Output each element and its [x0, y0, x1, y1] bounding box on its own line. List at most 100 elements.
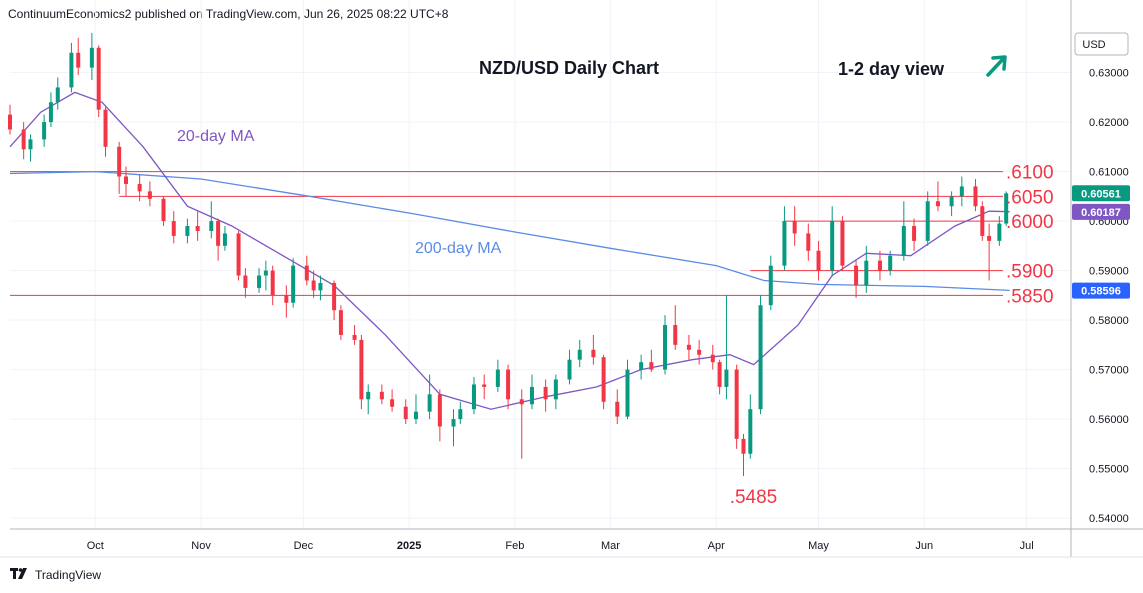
- level-label: .5850: [1006, 286, 1054, 307]
- candle-body: [519, 399, 524, 405]
- candle-body: [615, 401, 620, 417]
- currency-box: [1074, 32, 1129, 56]
- candle-body: [864, 260, 869, 286]
- price-tick-label: 0.59000: [1089, 266, 1129, 278]
- candle-body: [257, 275, 262, 288]
- candle-body: [482, 384, 487, 387]
- candle-body: [625, 369, 630, 417]
- candle-body: [901, 226, 906, 256]
- candle-body: [710, 354, 715, 363]
- candle-body: [284, 295, 289, 303]
- candle-body: [332, 282, 337, 311]
- candle-body: [103, 109, 108, 147]
- candle-body: [379, 391, 384, 400]
- candle-body: [816, 250, 821, 271]
- price-tag: [1072, 203, 1130, 220]
- candle-body: [686, 344, 691, 350]
- candle-body: [734, 369, 739, 439]
- footer: TradingView: [10, 567, 101, 582]
- candle-body: [973, 186, 978, 207]
- candle-body: [209, 221, 214, 231]
- candle-body: [195, 226, 200, 231]
- candle-body: [980, 206, 985, 236]
- chart-labels: NZD/USD Daily Chart 1-2 day view 20-day MA…: [177, 55, 1007, 508]
- currency-label: USD: [1082, 39, 1105, 51]
- candle-body: [96, 47, 101, 110]
- candle-body: [987, 235, 992, 241]
- ma20-label: 20-day MA: [177, 128, 255, 145]
- ma200-line: [9, 170, 1010, 292]
- chart-subtitle: 1-2 day view: [838, 59, 945, 79]
- price-tag-label: 0.60187: [1081, 207, 1121, 219]
- candle-body: [222, 233, 227, 246]
- time-tick-label: Apr: [708, 540, 725, 552]
- price-tag: [1072, 185, 1130, 202]
- candle-body: [877, 260, 882, 271]
- candle-body: [830, 221, 835, 271]
- horizontal-levels: .6100 .6050 .6000 .5900 .5850: [10, 163, 1054, 307]
- level-label: .6050: [1006, 187, 1054, 208]
- time-tick-label: Mar: [601, 540, 620, 552]
- price-tag: [1072, 282, 1130, 299]
- candle-body: [840, 221, 845, 266]
- candle-body: [506, 369, 511, 400]
- candle-body: [591, 349, 596, 358]
- time-tick-label: Dec: [294, 540, 314, 552]
- price-tag-label: 0.58596: [1081, 286, 1121, 298]
- candle-body: [304, 265, 309, 281]
- publisher-header: ContinuumEconomics2 published on Trading…: [8, 7, 449, 21]
- candle-body: [48, 102, 53, 123]
- candle-body: [673, 325, 678, 345]
- time-tick-label: Nov: [191, 540, 211, 552]
- candle-body: [171, 221, 176, 236]
- candle-body: [935, 201, 940, 207]
- candle-body: [291, 265, 296, 303]
- candle-body: [543, 386, 548, 400]
- price-tag-label: 0.60561: [1081, 188, 1121, 200]
- candle-body: [89, 47, 94, 68]
- candle-body: [888, 255, 893, 271]
- time-tick-label: 2025: [397, 540, 421, 552]
- arrow-shaft: [986, 56, 1006, 77]
- candle-body: [123, 176, 128, 184]
- candle-body: [663, 325, 668, 370]
- candle-body: [806, 233, 811, 251]
- candle-body: [529, 386, 534, 405]
- candle-body: [338, 310, 343, 335]
- candle-body: [471, 384, 476, 410]
- candle-body: [270, 270, 275, 296]
- time-tick-label: Jul: [1020, 540, 1034, 552]
- chart-title: NZD/USD Daily Chart: [479, 58, 659, 78]
- candle-body: [758, 305, 763, 410]
- candle-body: [649, 362, 654, 370]
- price-tick-label: 0.63000: [1089, 68, 1129, 80]
- candle-body: [925, 201, 930, 241]
- candle-body: [782, 221, 787, 266]
- tradingview-logo-icon[interactable]: [10, 567, 30, 582]
- candle-body: [243, 275, 248, 288]
- candle-body: [28, 139, 33, 150]
- price-tick-label: 0.55000: [1089, 464, 1129, 476]
- tradingview-brand[interactable]: TradingView: [35, 567, 102, 582]
- candle-body: [21, 129, 26, 150]
- candle-body: [366, 391, 371, 400]
- candle-body: [639, 362, 644, 370]
- price-tick-label: 0.61000: [1089, 167, 1129, 179]
- candle-body: [792, 221, 797, 234]
- candle-body: [236, 233, 241, 276]
- arrow-up-right-icon: [986, 55, 1007, 77]
- candle-body: [854, 265, 859, 286]
- time-tick-label: Oct: [87, 540, 104, 552]
- candle-body: [495, 369, 500, 387]
- candle-body: [352, 334, 357, 340]
- candle-body: [318, 282, 323, 291]
- candle-body: [8, 114, 12, 130]
- candle-body: [117, 146, 122, 177]
- candle-body: [216, 221, 221, 246]
- price-tick-label: 0.56000: [1089, 414, 1129, 426]
- candle-body: [577, 349, 582, 360]
- candle-body: [403, 406, 408, 420]
- candle-body: [1004, 193, 1009, 224]
- low-annotation: .5485: [730, 487, 778, 508]
